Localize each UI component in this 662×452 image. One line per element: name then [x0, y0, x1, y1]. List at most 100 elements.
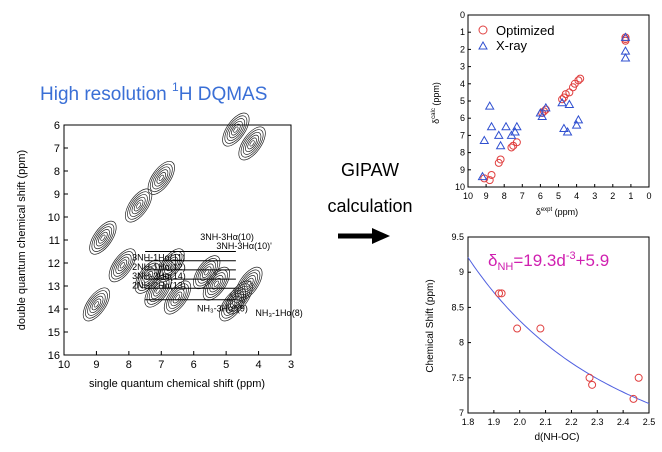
fit-equation-label: δNH=19.3d-3+5.9: [488, 250, 609, 273]
scatter2-x-tick-label: 2.5: [643, 417, 656, 427]
contour-peak-ring: [133, 199, 144, 212]
headline-title: High resolution 1H DQMAS: [40, 80, 267, 105]
contour-peak-ring: [163, 280, 192, 315]
scatter1-x-tick-label: 2: [610, 191, 615, 201]
scatter2-y-tick-label: 9.5: [451, 232, 464, 242]
contour-peak-ring: [240, 129, 264, 158]
scatter1-x-tick-label: 3: [592, 191, 597, 201]
contour-y-tick-label: 8: [54, 166, 60, 178]
shift-point: [497, 289, 506, 298]
contour-x-tick-label: 4: [256, 359, 262, 371]
s1-ylabel-unit: (ppm): [431, 82, 441, 108]
contour-peak-ring: [241, 275, 256, 293]
shift-point: [634, 373, 643, 382]
s1-ylabel-sup: calc: [431, 108, 437, 119]
scatter2-points-group: [495, 289, 643, 403]
contour-peak-ring: [152, 166, 171, 190]
contour-peak-ring: [228, 120, 243, 139]
contour-peak-ring: [244, 277, 254, 290]
contour-peak-ring: [207, 272, 226, 296]
contour-assignment-label: 2NH-2Hα(13): [132, 280, 186, 290]
contour-peak-ring: [131, 196, 146, 215]
contour-peak-ring: [166, 259, 176, 272]
contour-peak-ring: [93, 226, 113, 250]
scatter2-x-tick-label: 2.2: [565, 417, 578, 427]
eq-prefix: δ: [488, 251, 497, 270]
contour-peak-ring: [237, 269, 261, 298]
scatter1-y-tick-label: 6: [460, 113, 465, 123]
xray-point: [571, 120, 582, 129]
scatter1-x-tick-label: 6: [538, 191, 543, 201]
contour-peak-ring: [224, 115, 248, 144]
contour-peak-ring: [168, 262, 174, 269]
scatter2-y-tick-label: 7: [459, 408, 464, 418]
arrow-label-line1: GIPAW: [341, 160, 399, 180]
contour-peak-ring: [238, 126, 266, 161]
xray-point: [477, 171, 488, 181]
contour-peak-ring: [222, 112, 250, 147]
contour-x-tick-label: 8: [126, 359, 132, 371]
contour-peak-ring: [219, 287, 247, 322]
shift-point: [513, 324, 522, 333]
contour-assignment-label: 3NH-3Hα(10)': [216, 241, 272, 251]
contour-peak-ring: [117, 259, 128, 272]
contour-peak-ring: [154, 169, 169, 187]
xray-point: [510, 126, 520, 136]
contour-peak-ring: [115, 256, 130, 274]
contour-peak-ring: [147, 160, 175, 195]
scatter2-x-tick-label: 2.3: [591, 417, 604, 427]
contour-x-axis-label: single quantum chemical shift (ppm): [89, 378, 265, 390]
scatter1-x-tick-label: 1: [628, 191, 633, 201]
contour-peak-ring: [91, 298, 102, 311]
xray-point: [484, 101, 495, 110]
contour-peak-ring: [119, 262, 125, 269]
contour-peak-ring: [143, 270, 154, 283]
contour-y-tick-label: 13: [48, 281, 60, 293]
contour-peak-ring: [82, 287, 111, 322]
contour-peak-ring: [229, 286, 249, 309]
headline-rest: H DQMAS: [179, 84, 268, 105]
scatter1-y-tick-label: 5: [460, 96, 465, 106]
contour-peak-ring: [213, 280, 219, 287]
scatter2-y-tick-label: 8.5: [451, 302, 464, 312]
arrow-label-line2: calculation: [327, 196, 412, 216]
scatter1-x-tick-label: 8: [502, 191, 507, 201]
scatter2-y-axis-label: Chemical Shift (ppm): [425, 279, 436, 372]
scatter2-x-tick-label: 2.4: [617, 417, 630, 427]
optimized-point: [507, 143, 516, 152]
scatter2-y-tick-label: 8: [459, 338, 464, 348]
contour-peak-ring: [226, 118, 246, 141]
contour-peak-ring: [211, 277, 222, 290]
contour-peak-ring: [158, 174, 164, 182]
contour-y-tick-label: 11: [49, 235, 60, 247]
contour-peak-ring: [239, 272, 259, 296]
contour-peak-ring: [247, 137, 257, 150]
eq-mid: =19.3d: [513, 251, 565, 270]
optimized-point: [487, 170, 496, 179]
legend-xray-label: X-ray: [496, 38, 528, 53]
contour-assignment-label: NH₃-3Hα*(9): [197, 303, 248, 313]
contour-peak-ring: [225, 295, 240, 314]
contour-y-tick-label: 12: [48, 258, 60, 270]
scatter1-points-group: [477, 32, 631, 185]
scatter1-y-tick-label: 8: [460, 148, 465, 158]
scatter2-x-tick-label: 2.1: [539, 417, 552, 427]
contour-y-tick-label: 14: [48, 304, 60, 316]
contour-peak-ring: [91, 223, 115, 252]
contour-y-tick-label: 7: [54, 143, 60, 155]
contour-peak-ring: [95, 229, 110, 247]
scatter1-x-tick-label: 5: [556, 191, 561, 201]
scatter1-y-tick-label: 9: [460, 165, 465, 175]
xray-point: [620, 52, 631, 62]
contour-peak-ring: [230, 301, 236, 308]
contour-peak-ring: [164, 256, 178, 274]
scatter1-x-tick-label: 4: [574, 191, 579, 201]
contour-x-tick-label: 10: [58, 359, 70, 371]
shift-vs-distance-scatter-chart: 1.8 1.9 2.0 2.1 2.2 2.3 2.4 2.5 7 7.5 8 8.5 9 9.5 δNH…: [425, 232, 655, 443]
shift-point: [536, 324, 545, 333]
legend-optimized-marker: [478, 25, 488, 35]
headline-main: High resolution: [40, 84, 172, 105]
xray-point: [537, 111, 548, 120]
contour-peak-ring: [157, 248, 185, 283]
